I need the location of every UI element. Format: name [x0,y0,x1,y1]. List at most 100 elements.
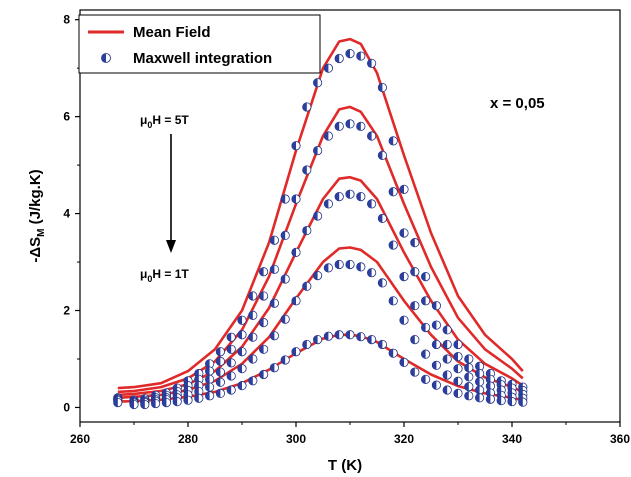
maxwell-point [431,360,441,370]
maxwell-point [334,192,344,202]
maxwell-point [388,348,398,358]
maxwell-point [291,347,301,357]
maxwell-point [312,145,323,156]
maxwell-point [269,331,279,341]
maxwell-point [312,78,323,88]
y-tick-label: 0 [63,400,70,414]
maxwell-point [269,235,279,245]
maxwell-point [399,315,409,325]
x-tick-label: 360 [610,432,630,446]
maxwell-point [442,370,452,380]
mean-field-line-3T [117,175,524,397]
maxwell-point [377,150,387,161]
y-tick-label: 2 [63,304,70,318]
maxwell-point [442,325,452,335]
maxwell-point [269,363,279,373]
maxwell-point [453,364,463,374]
maxwell-point [248,332,258,342]
maxwell-point [226,385,236,395]
maxwell-point [464,382,474,392]
maxwell-point [205,391,215,401]
maxwell-point [388,240,398,250]
maxwell-point [377,82,387,93]
annotation-field-low: μ0H = 1T [140,267,189,284]
maxwell-point [399,271,409,282]
maxwell-point [312,211,323,221]
maxwell-point [215,388,225,399]
maxwell-point [453,388,463,399]
maxwell-point [420,271,431,282]
maxwell-point [334,53,344,64]
maxwell-point [215,347,225,357]
maxwell-point [377,278,387,288]
maxwell-point [183,395,193,405]
legend-marker-swatch [101,53,111,63]
maxwell-point [291,247,301,257]
maxwell-point [410,334,420,345]
x-tick-label: 260 [70,432,90,446]
maxwell-point [356,121,366,131]
maxwell-point [453,376,463,386]
maxwell-point [431,380,441,390]
maxwell-point [205,366,215,376]
maxwell-point [113,398,123,408]
legend-box [78,14,321,74]
field-arrow [166,134,176,253]
maxwell-point [323,199,333,209]
maxwell-point [345,189,355,199]
maxwell-point [496,396,506,406]
maxwell-point [420,349,431,359]
annotation-field-high: μ0H = 5T [140,113,189,130]
maxwell-point [377,213,387,224]
maxwell-point [323,131,333,141]
maxwell-point [258,318,269,328]
maxwell-point [226,344,236,354]
legend-marker [101,53,111,63]
mean-field-line-5T [117,37,524,390]
maxwell-point [291,141,301,151]
maxwell-point [215,356,225,367]
maxwell-point [302,339,312,350]
maxwell-point [420,374,431,384]
maxwell-point [237,381,247,391]
maxwell-point [377,339,387,350]
maxwell-point [334,330,344,340]
maxwell-point [474,385,485,395]
maxwell-point [323,263,333,273]
maxwell-point [302,165,312,175]
maxwell-point [258,369,269,380]
maxwell-point [334,259,344,270]
y-axis-label: -ΔSM (J/kg.K) [27,169,47,262]
maxwell-point [291,194,301,204]
maxwell-point [248,354,258,364]
annotation-composition: x = 0,05 [490,95,545,112]
maxwell-point [388,296,398,306]
maxwell-point [485,394,495,404]
x-tick-label: 340 [502,432,522,446]
maxwell-point [140,399,150,410]
maxwell-point [464,372,474,382]
maxwell-point [399,357,409,367]
maxwell-point [464,391,474,401]
maxwell-point [345,259,355,270]
maxwell-point [356,262,366,272]
maxwell-point [485,388,495,398]
x-tick-label: 280 [178,432,198,446]
maxwell-point [366,58,377,68]
maxwell-point [129,399,139,410]
maxwell-point [215,377,225,387]
maxwell-point [507,397,517,407]
legend-label-maxwell: Maxwell integration [133,50,272,67]
maxwell-point [226,358,236,368]
maxwell-point [345,49,355,59]
maxwell-point [410,367,420,377]
maxwell-point [410,267,420,277]
maxwell-point [248,291,258,301]
maxwell-point [269,298,279,308]
x-tick-label: 300 [286,432,306,446]
maxwell-point [248,310,258,320]
maxwell-point [464,363,474,373]
maxwell-point [161,398,171,408]
maxwell-point [237,364,247,374]
mean-field-lines [117,37,524,403]
